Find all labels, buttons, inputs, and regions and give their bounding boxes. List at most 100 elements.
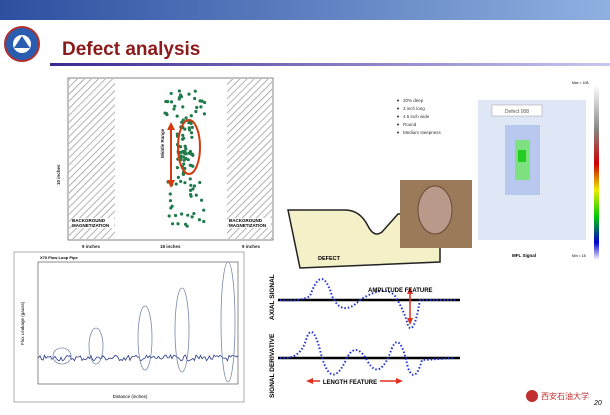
width-label: 9 inches bbox=[82, 244, 101, 249]
scatter-dot bbox=[191, 126, 194, 129]
scatter-dot bbox=[199, 105, 202, 108]
scatter-dot bbox=[190, 136, 193, 139]
scatter-dot bbox=[190, 114, 193, 117]
scatter-dot bbox=[187, 158, 190, 161]
scatter-dot bbox=[169, 192, 172, 195]
scatter-dot bbox=[181, 105, 184, 108]
plot-title: X70 Flow Loop Pipe bbox=[40, 255, 79, 260]
scatter-dot bbox=[177, 176, 180, 179]
y-label: Flux Leakage (gauss) bbox=[20, 301, 25, 345]
scatter-dot bbox=[202, 209, 205, 212]
x-label: Distance (inches) bbox=[113, 394, 148, 399]
bullet-text: Medium steepness bbox=[403, 130, 442, 135]
bullet-dot bbox=[397, 100, 399, 102]
scatter-dot bbox=[193, 184, 196, 187]
bullet-dot bbox=[397, 132, 399, 134]
magnetization-figure: Middle Range 10 inches BACKGROUND MAGNET… bbox=[56, 78, 273, 249]
slide: Defect analysis Middle Range 10 inches B… bbox=[0, 0, 610, 410]
title: Defect analysis bbox=[62, 39, 200, 60]
bullet-text: 4.5 inch wide bbox=[403, 114, 430, 119]
map-title: Defect 008 bbox=[505, 109, 529, 115]
scatter-dot bbox=[184, 152, 187, 155]
range-label: Middle Range bbox=[160, 128, 165, 158]
scatter-dot bbox=[179, 145, 182, 148]
scatter-dot bbox=[171, 205, 174, 208]
defect-label: DEFECT bbox=[318, 256, 341, 262]
bullet-text: 20% deep bbox=[403, 98, 424, 103]
signal-figure: LENGTH FEATURE AMPLITUDE FEATURE AXIAL S… bbox=[255, 274, 465, 400]
logo-text: 西安石油大学 bbox=[541, 391, 589, 401]
scatter-dot bbox=[172, 107, 175, 110]
scatter-dot bbox=[194, 110, 197, 113]
scatter-dot bbox=[163, 111, 166, 114]
scatter-dot bbox=[199, 99, 202, 102]
scatter-dot bbox=[176, 114, 179, 117]
scatter-dot bbox=[190, 131, 193, 134]
length-feature: LENGTH FEATURE bbox=[323, 380, 377, 386]
scatter-dot bbox=[187, 121, 190, 124]
scatter-dot bbox=[182, 162, 185, 165]
scatter-dot bbox=[176, 222, 179, 225]
scatter-dot bbox=[176, 166, 179, 169]
scatter-dot bbox=[179, 93, 182, 96]
scatter-dot bbox=[194, 90, 197, 93]
scatter-dot bbox=[198, 181, 201, 184]
scatter-dot bbox=[173, 105, 176, 108]
scatter-dot bbox=[186, 214, 189, 217]
right-label: BACKGROUND MAGNETIZATION bbox=[229, 218, 271, 228]
bullet-dot bbox=[397, 116, 399, 118]
bullet-text: 3 inch long bbox=[403, 106, 425, 111]
scatter-dot bbox=[175, 182, 178, 185]
scatter-dot bbox=[168, 214, 171, 217]
scatter-dot bbox=[183, 181, 186, 184]
scatter-dot bbox=[179, 180, 182, 183]
scatter-dot bbox=[195, 106, 198, 109]
scatter-dot bbox=[187, 152, 190, 155]
footer-logo bbox=[526, 390, 538, 402]
scatter-dot bbox=[184, 145, 187, 148]
scatter-dot bbox=[181, 134, 184, 137]
scatter-dot bbox=[185, 116, 188, 119]
scatter-dot bbox=[193, 97, 196, 100]
amplitude-feature: AMPLITUDE FEATURE bbox=[368, 288, 433, 294]
derivative-label: SIGNAL DERIVATIVE bbox=[269, 333, 276, 398]
scatter-dot bbox=[189, 177, 192, 180]
scatter-dot bbox=[174, 214, 177, 217]
scatter-dot bbox=[191, 165, 194, 168]
scatter-dot bbox=[184, 223, 187, 226]
map-label: MFL Signal bbox=[512, 253, 536, 258]
scatter-dot bbox=[187, 93, 190, 96]
scatter-dot bbox=[202, 220, 205, 223]
title-rule bbox=[50, 63, 610, 66]
flux-plot: X70 Flow Loop Pipe Flux Leakage (gauss) … bbox=[14, 252, 244, 402]
left-label: BACKGROUND MAGNETIZATION bbox=[72, 218, 114, 228]
max-label: Max = 108 bbox=[572, 81, 588, 85]
scatter-dot bbox=[203, 112, 206, 115]
scatter-dot bbox=[182, 137, 185, 140]
width-label: 18 inches bbox=[160, 244, 181, 249]
scatter-dot bbox=[198, 218, 201, 221]
bullet-dot bbox=[397, 108, 399, 110]
scatter-dot bbox=[170, 100, 173, 103]
scatter-dot bbox=[166, 100, 169, 103]
scatter-dot bbox=[183, 159, 186, 162]
scatter-dot bbox=[189, 193, 192, 196]
scatter-dot bbox=[192, 212, 195, 215]
scatter-dot bbox=[181, 150, 184, 153]
scatter-dot bbox=[171, 222, 174, 225]
width-label: 9 inches bbox=[242, 244, 261, 249]
bullet-text: Round bbox=[403, 122, 417, 127]
scatter-dot bbox=[195, 193, 198, 196]
scatter-dot bbox=[191, 215, 194, 218]
height-label: 10 inches bbox=[56, 164, 61, 185]
scatter-dot bbox=[170, 92, 173, 95]
bullet-dot bbox=[397, 124, 399, 126]
scatter-dot bbox=[191, 154, 194, 157]
scatter-dot bbox=[188, 126, 191, 129]
scatter-dot bbox=[203, 101, 206, 104]
axial-label: AXIAL SIGNAL bbox=[269, 274, 276, 320]
scatter-dot bbox=[169, 199, 172, 202]
slide-number: 20 bbox=[593, 400, 602, 407]
top-band bbox=[0, 0, 610, 20]
scatter-dot bbox=[189, 184, 192, 187]
